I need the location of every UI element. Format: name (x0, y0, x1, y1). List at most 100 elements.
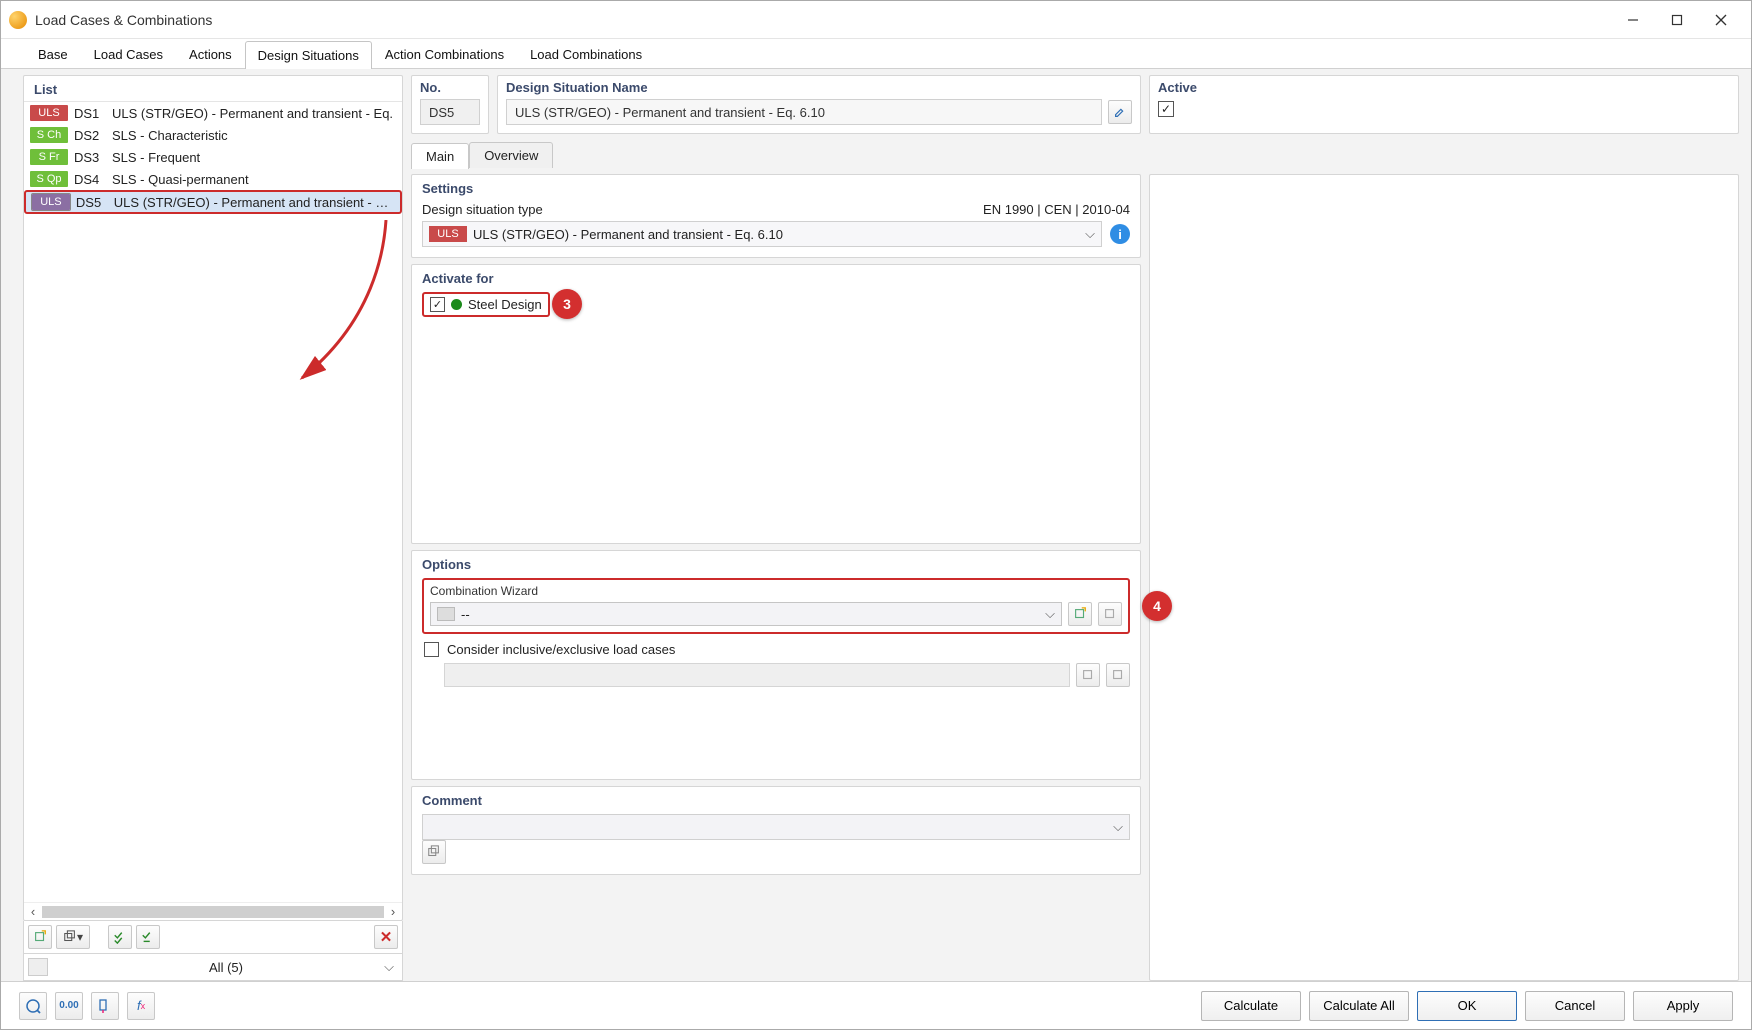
list-header: List (24, 76, 402, 102)
edit-name-button[interactable] (1108, 100, 1132, 124)
activate-for-section: Activate for ✓ Steel Design 3 (411, 264, 1141, 544)
calculate-button[interactable]: Calculate (1201, 991, 1301, 1021)
preview-panel (1149, 174, 1739, 981)
wizard-edit-button[interactable] (1098, 602, 1122, 626)
situation-code: DS3 (74, 150, 106, 165)
situation-code: DS2 (74, 128, 106, 143)
new-item-button[interactable] (28, 925, 52, 949)
active-checkbox[interactable]: ✓ (1158, 101, 1174, 117)
situation-tag: ULS (30, 105, 68, 121)
tab-load-combinations[interactable]: Load Combinations (517, 40, 655, 68)
situation-tag: ULS (32, 194, 70, 210)
filter-swatch-icon (28, 958, 48, 976)
comment-input[interactable]: ⌵ (422, 814, 1130, 840)
name-input[interactable]: ULS (STR/GEO) - Permanent and transient … (506, 99, 1102, 125)
help-button[interactable] (19, 992, 47, 1020)
situation-tag: S Ch (30, 127, 68, 143)
minimize-button[interactable] (1611, 5, 1655, 35)
settings-title: Settings (422, 181, 1130, 196)
options-section: Options Combination Wizard -- ⌵ (411, 550, 1141, 780)
apply-button[interactable]: Apply (1633, 991, 1733, 1021)
combination-wizard-select[interactable]: -- ⌵ (430, 602, 1062, 626)
comment-title: Comment (422, 793, 1130, 808)
footer-bar: 0.00 fx Calculate Calculate All OK Cance… (1, 981, 1751, 1029)
list-panel: List ULS DS1 ULS (STR/GEO) - Permanent and… (23, 75, 403, 981)
chevron-down-icon: ⌵ (384, 959, 394, 975)
design-type-select[interactable]: ULS ULS (STR/GEO) - Permanent and transi… (422, 221, 1102, 247)
status-dot-icon (451, 299, 462, 310)
design-type-value: ULS (STR/GEO) - Permanent and transient … (473, 227, 1079, 242)
tab-base[interactable]: Base (25, 40, 81, 68)
chevron-down-icon: ⌵ (1085, 226, 1095, 242)
combination-wizard-group: Combination Wizard -- ⌵ (422, 578, 1130, 634)
model-view-button[interactable] (91, 992, 119, 1020)
list-item[interactable]: S ChDS2SLS - Characteristic (24, 124, 402, 146)
consider-new-button[interactable] (1076, 663, 1100, 687)
number-label: No. (420, 80, 480, 99)
situation-label: ULS (STR/GEO) - Permanent and transient … (112, 106, 393, 121)
app-icon (9, 11, 27, 29)
situation-tag: S Qp (30, 171, 68, 187)
list-rows: ULS DS1 ULS (STR/GEO) - Permanent and tran… (24, 102, 402, 902)
chevron-down-icon: ⌵ (1113, 819, 1123, 835)
list-filter-dropdown[interactable]: All (5) ⌵ (23, 954, 403, 981)
consider-cases-input (444, 663, 1070, 687)
activate-for-title: Activate for (422, 271, 1130, 286)
situation-label: ULS (STR/GEO) - Permanent and transient … (114, 195, 394, 210)
function-button[interactable]: fx (127, 992, 155, 1020)
combination-wizard-value: -- (461, 607, 1039, 622)
calculate-all-button[interactable]: Calculate All (1309, 991, 1409, 1021)
inner-tabstrip: MainOverview (411, 140, 1739, 168)
list-item[interactable]: S QpDS4SLS - Quasi-permanent (24, 168, 402, 190)
check-all-button[interactable] (108, 925, 132, 949)
options-title: Options (422, 557, 1130, 572)
situation-code: DS5 (76, 195, 108, 210)
delete-item-button[interactable]: ✕ (374, 925, 398, 949)
list-item[interactable]: S Fr DS3 SLS - Frequent (24, 146, 402, 168)
tab-actions[interactable]: Actions (176, 40, 245, 68)
filter-text: All (5) (54, 960, 398, 975)
tab-action-combinations[interactable]: Action Combinations (372, 40, 517, 68)
ok-button[interactable]: OK (1417, 991, 1517, 1021)
tab-load-cases[interactable]: Load Cases (81, 40, 176, 68)
units-button[interactable]: 0.00 (55, 992, 83, 1020)
comment-section: Comment ⌵ (411, 786, 1141, 875)
info-icon[interactable]: i (1110, 224, 1130, 244)
situation-code: DS1 (74, 106, 106, 121)
consider-edit-button[interactable] (1106, 663, 1130, 687)
settings-section: Settings Design situation type EN 1990 |… (411, 174, 1141, 258)
uls-tag: ULS (429, 226, 467, 242)
copy-item-button[interactable]: ▾ (56, 925, 90, 949)
scroll-right-icon[interactable]: › (384, 904, 402, 919)
list-horizontal-scrollbar[interactable]: ‹ › (24, 902, 402, 920)
active-field-group: Active ✓ (1149, 75, 1739, 134)
list-item[interactable]: ULS DS5 ULS (STR/GEO) - Permanent and tran… (24, 190, 402, 214)
main-tabstrip: BaseLoad CasesActionsDesign SituationsAc… (1, 39, 1751, 69)
design-standard-text: EN 1990 | CEN | 2010-04 (983, 202, 1130, 217)
list-item[interactable]: ULS DS1 ULS (STR/GEO) - Permanent and tran… (24, 102, 402, 124)
number-input[interactable]: DS5 (420, 99, 480, 125)
comment-library-button[interactable] (422, 840, 446, 864)
cancel-button[interactable]: Cancel (1525, 991, 1625, 1021)
steel-design-checkbox-group: ✓ Steel Design (422, 292, 550, 317)
steel-design-label: Steel Design (468, 297, 542, 312)
situation-label: SLS - Quasi-permanent (112, 172, 249, 187)
consider-cases-checkbox[interactable] (424, 642, 439, 657)
callout-badge-4: 4 (1142, 591, 1172, 621)
titlebar: Load Cases & Combinations (1, 1, 1751, 39)
inner-tab-overview[interactable]: Overview (469, 142, 553, 168)
inner-tab-main[interactable]: Main (411, 143, 469, 169)
list-toolbar: ▾ ✕ (23, 921, 403, 954)
close-button[interactable] (1699, 5, 1743, 35)
name-field-group: Design Situation Name ULS (STR/GEO) - Pe… (497, 75, 1141, 134)
tab-design-situations[interactable]: Design Situations (245, 41, 372, 69)
steel-design-checkbox[interactable]: ✓ (430, 297, 445, 312)
situation-label: SLS - Frequent (112, 150, 200, 165)
uncheck-all-button[interactable] (136, 925, 160, 949)
maximize-button[interactable] (1655, 5, 1699, 35)
scroll-left-icon[interactable]: ‹ (24, 904, 42, 919)
situation-tag: S Fr (30, 149, 68, 165)
wizard-new-button[interactable] (1068, 602, 1092, 626)
consider-cases-label: Consider inclusive/exclusive load cases (447, 642, 675, 657)
number-field-group: No. DS5 (411, 75, 489, 134)
